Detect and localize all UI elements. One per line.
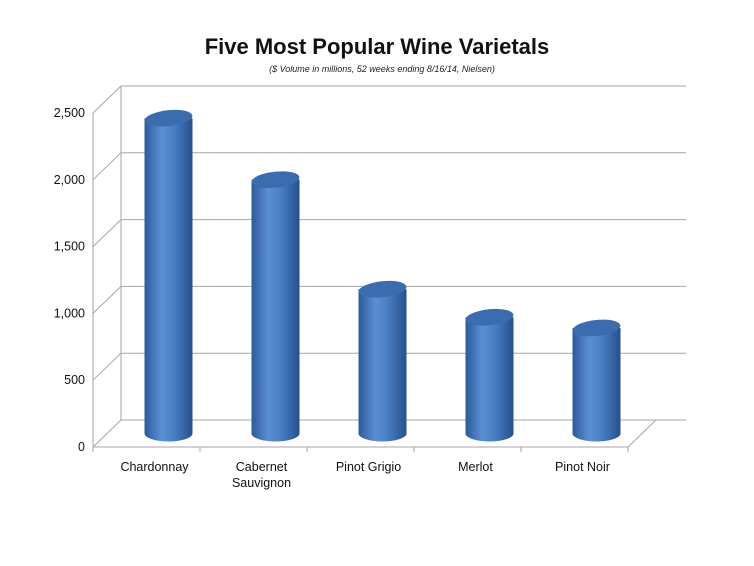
y-tick-label: 0 <box>78 440 85 454</box>
floor-edge <box>627 419 657 448</box>
bar-body <box>358 289 407 442</box>
x-tick-label: Cabernet <box>236 460 288 474</box>
side-wall-gridline <box>92 152 122 181</box>
side-wall-gridline <box>92 352 122 381</box>
y-tick-label: 500 <box>64 373 85 387</box>
x-tick-label: Pinot Grigio <box>336 460 401 474</box>
bar-top <box>465 308 514 326</box>
x-tick-label: Sauvignon <box>232 476 291 490</box>
bar-body <box>465 317 514 442</box>
side-wall-gridline <box>92 419 122 448</box>
y-tick-label: 2,000 <box>54 173 85 187</box>
side-wall-gridline <box>92 286 122 314</box>
x-tick-label: Merlot <box>458 460 493 474</box>
bar <box>144 109 193 442</box>
bar-top <box>358 280 407 298</box>
side-wall-gridline <box>92 219 122 247</box>
x-tick-label: Pinot Noir <box>555 460 610 474</box>
bar-body <box>144 118 193 442</box>
bar-top <box>144 109 193 127</box>
bar-body <box>251 179 300 442</box>
chart-subtitle: ($ Volume in millions, 52 weeks ending 8… <box>269 64 495 74</box>
bar-body <box>572 327 621 442</box>
y-tick-label: 2,500 <box>54 106 85 120</box>
bar-top <box>251 171 300 189</box>
y-tick-label: 1,000 <box>54 306 85 320</box>
x-tick-label: Chardonnay <box>120 460 189 474</box>
bar <box>465 308 514 442</box>
bar-top <box>572 319 621 337</box>
bar <box>572 319 621 442</box>
chart-title: Five Most Popular Wine Varietals <box>204 34 550 59</box>
bar <box>251 171 300 442</box>
bar <box>358 280 407 442</box>
side-wall-gridline <box>92 85 122 114</box>
y-tick-label: 1,500 <box>54 240 85 254</box>
